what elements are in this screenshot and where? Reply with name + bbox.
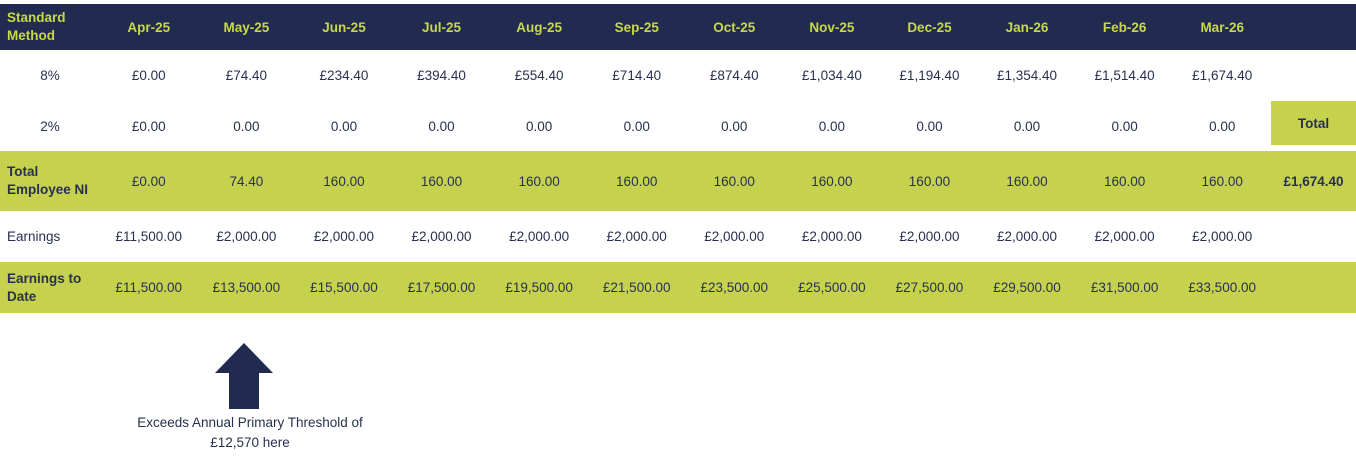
table-cell: £1,034.40 [801,68,862,83]
table-cell: £0.00 [131,118,166,134]
table-cell: £2,000.00 [801,229,862,244]
table-row-earnings-to-date: Earnings to Date £11,500.00 £13,500.00 £15… [0,262,1356,313]
annotation-line-2: £12,570 here [210,435,290,450]
table-row-total-employee-ni: Total Employee NI £0.00 74.40 160.00 160.00… [0,151,1356,211]
table-cell: 160.00 [811,173,853,189]
table-cell: Jun-25 [322,19,366,35]
table-cell: £2,000.00 [704,229,765,244]
table-cell: 0.00 [233,118,260,134]
table-cell: 160.00 [323,173,365,189]
table-cell: Jul-25 [422,19,462,35]
table-cell: £2,000.00 [1094,229,1155,244]
table-cell: £0.00 [131,173,166,189]
row-label: Total Employee NI [7,164,89,197]
table-cell: £1,354.40 [997,68,1058,83]
table-cell: £714.40 [612,68,662,83]
table-cell: £874.40 [709,68,759,83]
table-cell: Sep-25 [614,19,659,35]
row-label: Earnings to Date [7,270,82,304]
table-cell: 0.00 [1013,118,1041,134]
table-header-row: Standard Method Apr-25 May-25 Jun-25 Jul-25… [0,4,1356,50]
table-cell: 0.00 [428,118,455,134]
table-cell: 0.00 [623,118,650,134]
table-cell: £74.40 [225,68,268,83]
table-cell: £1,674.40 [1192,68,1253,83]
table-cell: £31,500.00 [1090,280,1159,295]
table-cell: £29,500.00 [993,280,1061,295]
table-row-8-percent: 8% £0.00 £74.40 £234.40 £394.40 £554.40 £714.… [0,50,1356,101]
table-cell: 0.00 [916,118,943,134]
table-cell: Dec-25 [907,19,952,35]
table-cell: May-25 [223,19,270,35]
table-cell: 0.00 [721,118,748,134]
table-cell: £25,500.00 [798,280,866,295]
table-cell: 160.00 [1006,173,1048,189]
table-cell: Jan-26 [1005,19,1049,35]
table-cell: 160.00 [908,173,951,189]
annotation-line-1: Exceeds Annual Primary Threshold of [137,415,363,430]
table-cell: £2,000.00 [509,229,570,244]
row-label: 8% [40,68,60,83]
table-cell: £11,500.00 [115,280,183,295]
total-employee-ni-total: £1,674.40 [1283,173,1344,189]
table-cell: 0.00 [330,118,358,134]
table-cell: 160.00 [420,173,463,189]
table-title: Standard Method [7,10,66,43]
table-cell: £1,514.40 [1094,68,1155,83]
row-label: 2% [40,118,60,134]
table-cell: £2,000.00 [216,229,277,244]
table-cell: £2,000.00 [411,229,472,244]
table-cell: £0.00 [131,68,166,83]
table-cell: £2,000.00 [1192,229,1253,244]
total-cell-empty [1271,262,1356,313]
header-spacer [1271,4,1356,50]
table-cell: Mar-26 [1200,19,1244,35]
table-cell: £2,000.00 [313,229,374,244]
table-cell: £23,500.00 [700,280,769,295]
table-row-earnings: Earnings £11,500.00 £2,000.00 £2,000.00 £2,… [0,211,1356,262]
table-cell: £554.40 [514,68,564,83]
table-cell: Apr-25 [127,19,171,35]
table-cell: £19,500.00 [505,280,573,295]
table-row-2-percent: 2% £0.00 0.00 0.00 0.00 0.00 0.00 0.00 0.00 0.00… [0,101,1356,151]
annotation-threshold-note: Exceeds Annual Primary Threshold of £12,… [90,413,410,453]
table-cell: £1,194.40 [899,68,960,83]
table-cell: 160.00 [713,173,755,189]
table-cell: £21,500.00 [602,280,671,295]
table-cell: £27,500.00 [895,280,964,295]
table-cell: Aug-25 [516,19,562,35]
table-cell: £2,000.00 [899,229,960,244]
table-cell: 160.00 [616,173,658,189]
table-cell: £234.40 [319,68,369,83]
table-cell: Nov-25 [809,19,855,35]
total-cell-empty [1271,211,1356,262]
total-column-header: Total [1271,101,1356,148]
table-cell: £33,500.00 [1188,280,1256,295]
table-cell: 74.40 [229,173,264,189]
table-cell: £394.40 [417,68,466,83]
table-cell: 160.00 [1201,173,1243,189]
table-cell: 0.00 [818,118,845,134]
table-cell: £15,500.00 [310,280,378,295]
table-cell: 0.00 [1209,118,1236,134]
row-label: Earnings [7,228,61,244]
table-cell: 160.00 [1103,173,1146,189]
table-cell: £2,000.00 [606,229,667,244]
up-arrow-icon [215,343,273,409]
table-cell: Oct-25 [713,19,756,35]
table-cell: 0.00 [525,118,553,134]
table-cell: £11,500.00 [115,229,183,244]
table-cell: £2,000.00 [997,229,1058,244]
total-cell-empty [1271,50,1356,101]
table-cell: £17,500.00 [407,280,476,295]
table-cell: Feb-26 [1102,19,1147,35]
table-cell: £13,500.00 [212,280,281,295]
table-cell: 160.00 [518,173,560,189]
standard-method-table: Standard Method Apr-25 May-25 Jun-25 Jul-25… [0,4,1356,313]
table-cell: 0.00 [1111,118,1138,134]
